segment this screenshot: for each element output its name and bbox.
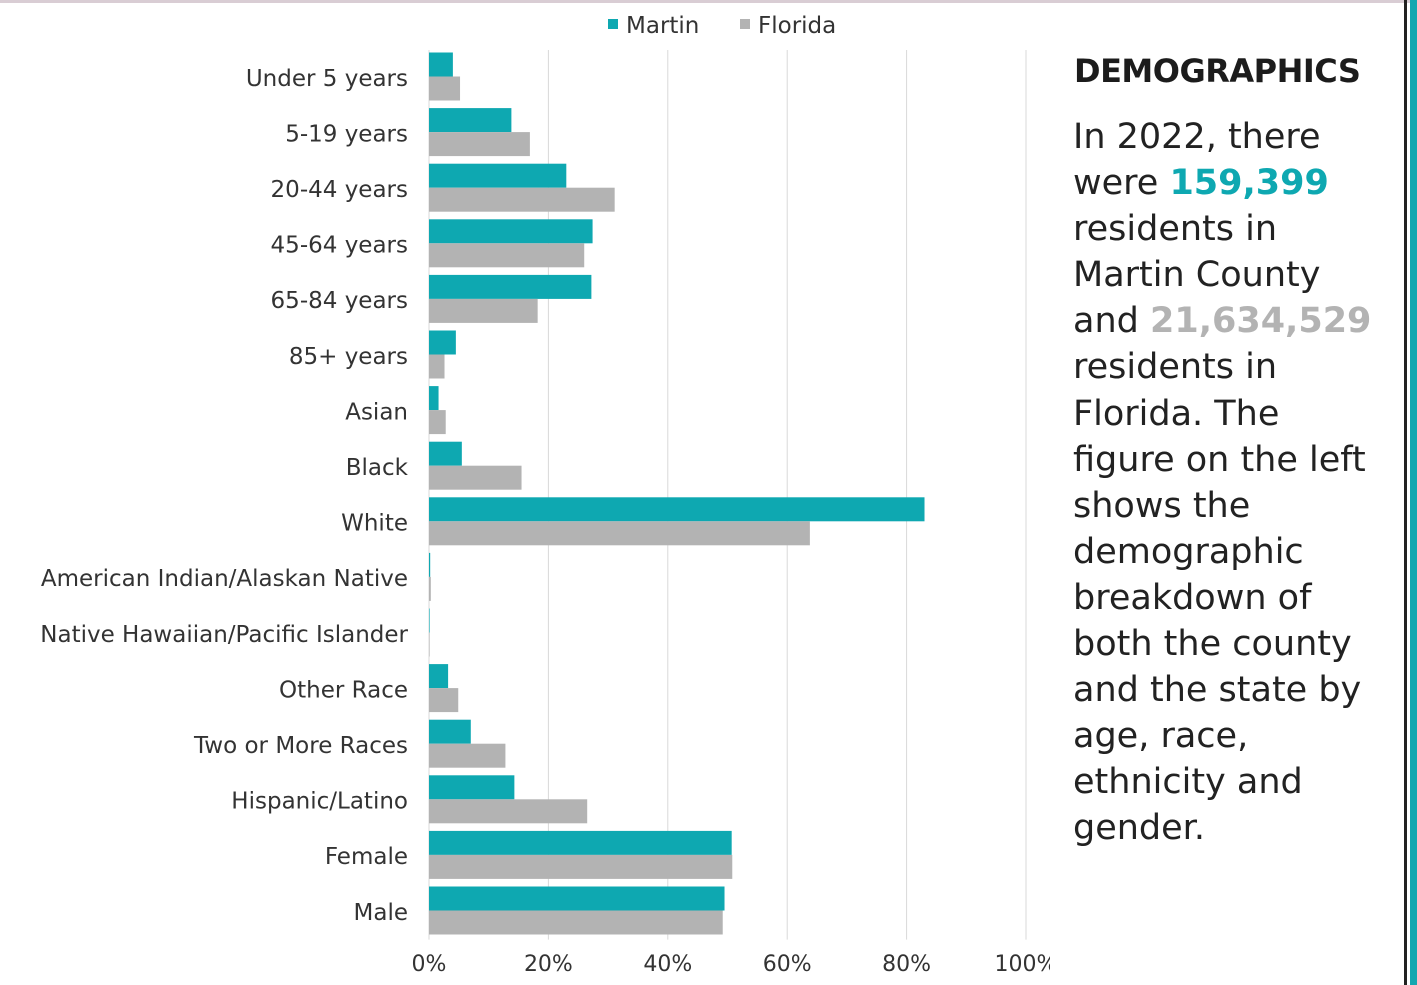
bar-martin [429,441,462,466]
category-label: Two or More Races [193,733,408,759]
martin-population: 159,399 [1169,163,1329,204]
bar-martin [429,552,431,577]
bar-florida [429,854,733,879]
bar-florida [429,521,810,546]
bar-martin [429,830,732,855]
legend-label-martin: Martin [626,13,699,39]
bar-martin [429,775,515,800]
bar-florida [429,576,431,601]
x-tick-label: 60% [763,952,812,977]
category-label: American Indian/Alaskan Native [41,566,408,592]
category-label: Under 5 years [246,66,408,92]
right-accent-bar [1410,0,1417,985]
bar-florida [429,465,522,490]
x-tick-label: 40% [643,952,692,977]
category-label: Female [325,844,408,870]
category-label: Other Race [279,677,408,703]
legend-swatch-florida [740,19,750,29]
category-label: White [341,511,408,537]
x-tick-label: 80% [882,952,931,977]
bar-florida [429,743,506,768]
bar-florida [429,799,588,824]
category-label: 65-84 years [271,288,408,314]
bar-florida [429,910,723,935]
bar-florida [429,187,615,212]
right-border [1404,0,1407,985]
panel-description: In 2022, there were 159,399 residents in… [1073,114,1390,852]
bar-martin [429,719,471,744]
panel-title: DEMOGRAPHICS [1074,52,1361,90]
category-labels: Under 5 years 5-19 years 20-44 years 45-64 … [40,66,408,926]
x-tick-label: 20% [524,952,573,977]
bar-martin [429,330,456,355]
category-label: Hispanic/Latino [231,789,408,815]
florida-population: 21,634,529 [1149,301,1372,342]
top-border [0,0,1417,3]
bars [429,52,925,935]
bar-martin [429,52,453,77]
description-part-3: residents in Florida. The figure on the … [1073,347,1366,849]
bar-martin [429,163,567,188]
category-label: 20-44 years [271,177,408,203]
bar-martin [429,386,439,411]
description-part-1: In 2022, there were [1073,117,1321,204]
category-label: 85+ years [289,344,408,370]
bar-florida [429,298,538,323]
bar-florida [429,632,430,657]
bar-florida [429,354,445,379]
bar-martin [429,497,925,522]
bar-martin [429,608,430,633]
category-label: 5-19 years [285,121,408,147]
bar-martin [429,664,449,689]
category-label: Native Hawaiian/Pacific Islander [40,622,408,648]
category-label: Asian [345,399,408,425]
legend: Martin Florida [608,13,836,39]
x-tick-label: 100% [995,952,1050,977]
category-label: Male [354,900,408,926]
legend-label-florida: Florida [758,13,836,39]
category-label: 45-64 years [271,233,408,259]
bar-florida [429,688,459,713]
bar-martin [429,886,725,911]
demographics-panel: DEMOGRAPHICS In 2022, there were 159,399… [1060,52,1390,852]
description-part-2: residents in Martin County and [1073,209,1321,342]
demographics-bar-chart: Under 5 years 5-19 years 20-44 years 45-64 … [40,13,1050,977]
bar-florida [429,132,530,157]
x-axis-ticks: 0% 20% 40% 60% 80% 100% [412,952,1050,977]
bar-florida [429,243,585,268]
bar-florida [429,410,446,435]
x-tick-label: 0% [412,952,447,977]
bar-florida [429,76,461,101]
category-label: Black [346,455,409,481]
bar-martin [429,219,593,244]
legend-swatch-martin [608,19,618,29]
bar-martin [429,108,512,133]
bar-martin [429,274,592,299]
